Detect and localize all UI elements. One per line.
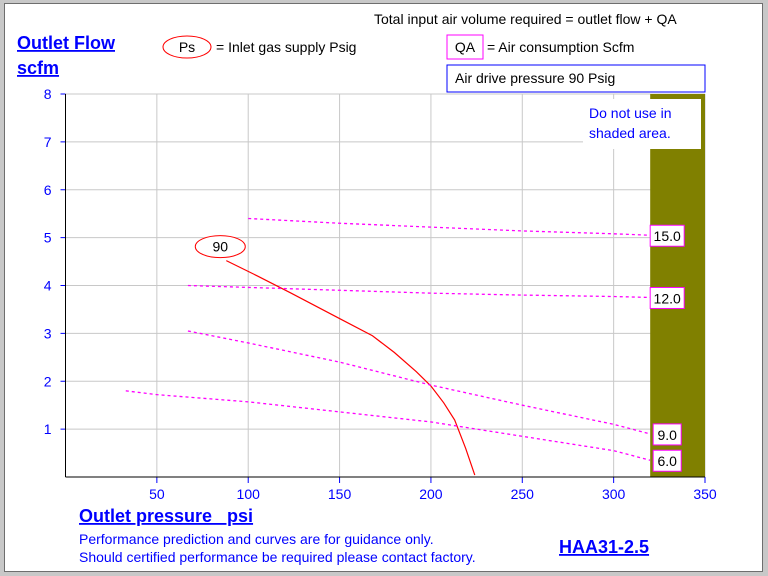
x-axis-label: Outlet pressure psi xyxy=(79,506,253,526)
axes: 50 100 150 200 250 300 350 1 2 3 4 5 6 7 8 xyxy=(44,86,717,502)
y-tick-label: 2 xyxy=(44,373,52,389)
y-axis-label-line2: scfm xyxy=(17,58,59,78)
drive-pressure-box xyxy=(446,64,706,93)
ps-legend-text: = Inlet gas supply Psig xyxy=(216,39,356,55)
shaded-note-line1: Do not use in xyxy=(589,105,672,121)
y-tick-label: 7 xyxy=(44,134,52,150)
header-note: Total input air volume required = outlet… xyxy=(374,11,677,27)
qa-label-box xyxy=(649,286,685,309)
x-tick-label: 200 xyxy=(419,486,443,502)
labels-layer: 90 15.0 12.0 9.0 6.0 xyxy=(194,224,685,472)
ps-label-ellipse xyxy=(194,235,246,259)
series-layer xyxy=(125,217,651,476)
ps-legend-symbol: Ps xyxy=(179,39,195,55)
x-tick-label: 100 xyxy=(237,486,261,502)
y-tick-label: 8 xyxy=(44,86,52,102)
y-tick-label: 5 xyxy=(44,230,52,246)
model-label: HAA31-2.5 xyxy=(559,537,649,557)
series-line-9.0 xyxy=(187,330,651,435)
y-tick-label: 3 xyxy=(44,325,52,341)
x-tick-label: 150 xyxy=(328,486,352,502)
shaded-area xyxy=(650,94,705,477)
series-line-6.0 xyxy=(125,390,651,461)
grid xyxy=(65,93,706,477)
y-tick-label: 1 xyxy=(44,421,52,437)
qa-label: 15.0 xyxy=(654,228,681,244)
shaded-note-line2: shaded area. xyxy=(589,125,671,141)
y-axis-label-line1: Outlet Flow xyxy=(17,33,116,53)
y-tick-label: 6 xyxy=(44,182,52,198)
footer-line2: Should certified performance be required… xyxy=(79,549,476,565)
drive-pressure-label: Air drive pressure 90 Psig xyxy=(455,70,615,86)
series-line-90 xyxy=(226,260,476,476)
y-tick-label: 4 xyxy=(44,278,52,294)
x-tick-label: 50 xyxy=(149,486,165,502)
chart-window: 50 100 150 200 250 300 350 1 2 3 4 5 6 7 8 90 15.0 12.0 9… xyxy=(4,3,763,572)
qa-label: 6.0 xyxy=(657,453,677,469)
qa-label: 12.0 xyxy=(654,290,681,306)
series-line-15.0 xyxy=(248,217,651,236)
footer-line1: Performance prediction and curves are fo… xyxy=(79,531,434,547)
shaded-note-box xyxy=(583,99,701,149)
qa-legend-box xyxy=(446,34,484,60)
qa-label-box xyxy=(652,449,682,472)
qa-label-box xyxy=(649,224,685,247)
x-tick-label: 350 xyxy=(693,486,717,502)
qa-label: 9.0 xyxy=(657,427,677,443)
x-tick-label: 250 xyxy=(511,486,535,502)
series-line-12.0 xyxy=(187,284,651,299)
qa-legend-symbol: QA xyxy=(455,39,476,55)
ps-legend-ellipse xyxy=(162,35,212,59)
ps-label: 90 xyxy=(212,239,228,255)
qa-label-box xyxy=(652,423,682,446)
x-tick-label: 300 xyxy=(602,486,626,502)
qa-legend-text: = Air consumption Scfm xyxy=(487,39,634,55)
